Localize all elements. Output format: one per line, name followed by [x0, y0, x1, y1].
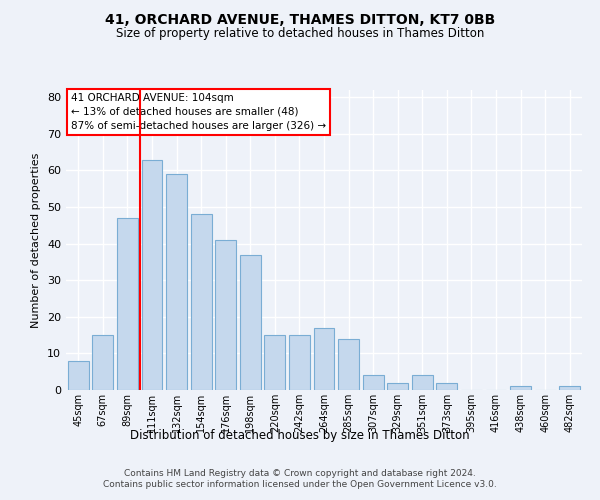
Bar — [436, 382, 457, 390]
Bar — [215, 240, 236, 390]
Bar — [510, 386, 531, 390]
Text: Distribution of detached houses by size in Thames Ditton: Distribution of detached houses by size … — [130, 428, 470, 442]
Bar — [338, 339, 359, 390]
Bar — [68, 360, 89, 390]
Y-axis label: Number of detached properties: Number of detached properties — [31, 152, 41, 328]
Text: Contains public sector information licensed under the Open Government Licence v3: Contains public sector information licen… — [103, 480, 497, 489]
Bar — [289, 335, 310, 390]
Bar — [362, 376, 383, 390]
Bar — [240, 254, 261, 390]
Bar — [412, 376, 433, 390]
Bar — [166, 174, 187, 390]
Text: Contains HM Land Registry data © Crown copyright and database right 2024.: Contains HM Land Registry data © Crown c… — [124, 468, 476, 477]
Text: 41, ORCHARD AVENUE, THAMES DITTON, KT7 0BB: 41, ORCHARD AVENUE, THAMES DITTON, KT7 0… — [105, 12, 495, 26]
Bar — [142, 160, 163, 390]
Bar — [265, 335, 286, 390]
Bar — [559, 386, 580, 390]
Bar — [191, 214, 212, 390]
Text: 41 ORCHARD AVENUE: 104sqm
← 13% of detached houses are smaller (48)
87% of semi-: 41 ORCHARD AVENUE: 104sqm ← 13% of detac… — [71, 93, 326, 131]
Bar — [314, 328, 334, 390]
Bar — [387, 382, 408, 390]
Text: Size of property relative to detached houses in Thames Ditton: Size of property relative to detached ho… — [116, 28, 484, 40]
Bar — [92, 335, 113, 390]
Bar — [117, 218, 138, 390]
